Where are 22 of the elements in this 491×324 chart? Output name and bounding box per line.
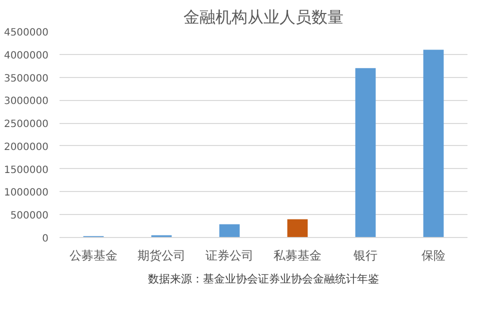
y-tick-label: 4000000 — [4, 50, 49, 62]
y-tick-label: 1500000 — [4, 164, 49, 176]
source-note: 数据来源：基金业协会证券业协会金融统计年鉴 — [148, 272, 379, 286]
y-tick-label: 2500000 — [4, 119, 49, 130]
bar — [287, 219, 308, 238]
x-tick-label: 私募基金 — [274, 248, 322, 262]
y-tick-label: 500000 — [10, 210, 49, 222]
x-tick-label: 公募基金 — [70, 248, 118, 262]
y-tick-label: 1000000 — [4, 188, 49, 199]
x-tick-label: 期货公司 — [138, 248, 186, 262]
x-tick-label: 证券公司 — [206, 248, 254, 262]
bar — [219, 224, 240, 238]
y-tick-label: 0 — [42, 234, 49, 244]
y-tick-label: 2000000 — [4, 142, 49, 153]
chart-title: 金融机构从业人员数量 — [184, 8, 344, 26]
x-tick-label: 银行 — [352, 248, 378, 262]
bar — [355, 68, 376, 238]
y-tick-label: 3500000 — [4, 73, 49, 84]
x-tick-label: 保险 — [422, 248, 446, 262]
y-tick-label: 4500000 — [4, 28, 49, 38]
bar — [423, 50, 444, 238]
y-tick-label: 3000000 — [4, 96, 49, 108]
